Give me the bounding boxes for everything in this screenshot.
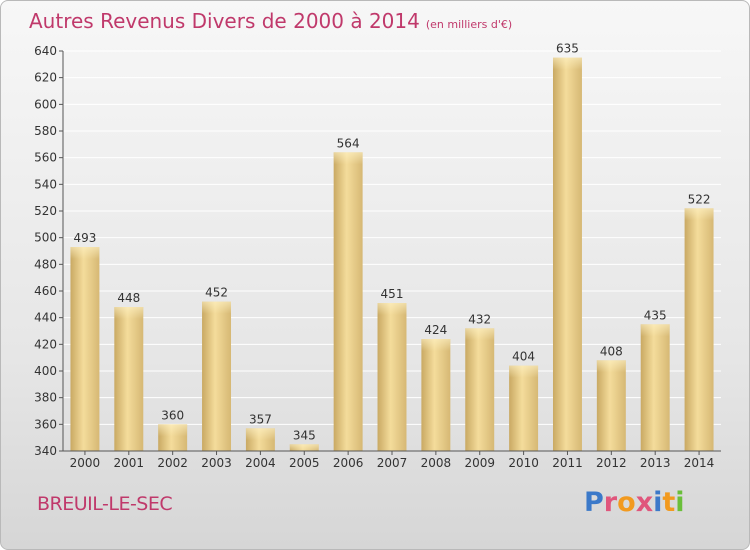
data-label: 448 bbox=[117, 291, 140, 305]
logo-letter: o bbox=[617, 487, 636, 518]
chart-title: Autres Revenus Divers de 2000 à 2014 (en … bbox=[29, 9, 512, 33]
logo-letter: x bbox=[635, 487, 654, 518]
bar-highlight bbox=[640, 324, 670, 337]
y-tick-label: 620 bbox=[34, 71, 57, 85]
data-label: 360 bbox=[161, 408, 184, 422]
x-tick-label: 2005 bbox=[289, 456, 320, 470]
bars bbox=[70, 57, 714, 452]
logo-letter: r bbox=[603, 487, 618, 518]
x-tick-label: 2000 bbox=[70, 456, 101, 470]
y-tick-label: 540 bbox=[34, 177, 57, 191]
bar bbox=[684, 208, 714, 451]
y-tick-label: 580 bbox=[34, 124, 57, 138]
bar-highlight bbox=[377, 303, 407, 315]
logo-letter: i bbox=[675, 487, 685, 518]
bar-highlight bbox=[552, 57, 582, 70]
chart-title-main: Autres Revenus Divers de 2000 à 2014 bbox=[29, 9, 420, 33]
logo-letter: P bbox=[584, 487, 604, 518]
bar-highlight bbox=[158, 424, 188, 437]
data-label: 522 bbox=[688, 192, 711, 206]
bar-highlight bbox=[509, 365, 539, 378]
data-label: 564 bbox=[337, 136, 360, 150]
x-tick-label: 2014 bbox=[684, 456, 715, 470]
x-tick-label: 2004 bbox=[245, 456, 276, 470]
x-tick-label: 2013 bbox=[640, 456, 671, 470]
data-label: 493 bbox=[73, 231, 96, 245]
data-label: 357 bbox=[249, 412, 272, 426]
bar-highlight bbox=[289, 444, 319, 451]
x-tick-label: 2007 bbox=[377, 456, 408, 470]
data-label: 404 bbox=[512, 350, 535, 364]
y-tick-label: 520 bbox=[34, 204, 57, 218]
x-tick-label: 2012 bbox=[596, 456, 627, 470]
y-tick-label: 380 bbox=[34, 391, 57, 405]
y-tick-label: 500 bbox=[34, 231, 57, 245]
data-label: 432 bbox=[468, 312, 491, 326]
bar-highlight bbox=[202, 301, 232, 314]
y-tick-label: 400 bbox=[34, 364, 57, 378]
y-tick-label: 640 bbox=[34, 44, 57, 58]
logo-letter: t bbox=[662, 487, 676, 518]
x-tick-label: 2009 bbox=[464, 456, 495, 470]
x-tick-label: 2011 bbox=[552, 456, 583, 470]
y-tick-label: 480 bbox=[34, 257, 57, 271]
bar bbox=[421, 339, 451, 451]
proxiti-logo[interactable]: Proxiti bbox=[584, 487, 685, 518]
x-tick-label: 2001 bbox=[114, 456, 145, 470]
place-name: BREUIL-LE-SEC bbox=[37, 493, 173, 515]
bar-highlight bbox=[333, 152, 363, 165]
x-tick-label: 2010 bbox=[508, 456, 539, 470]
bar bbox=[333, 152, 363, 452]
data-label: 424 bbox=[424, 323, 447, 337]
y-tick-label: 340 bbox=[34, 444, 57, 458]
y-tick-label: 460 bbox=[34, 284, 57, 298]
x-tick-label: 2006 bbox=[333, 456, 364, 470]
data-labels: 493 448 360 452 357 345 564 451 424 432 404 635 408 4… bbox=[73, 42, 710, 443]
bar-highlight bbox=[114, 307, 144, 319]
x-tick-label: 2008 bbox=[421, 456, 452, 470]
bar bbox=[640, 324, 670, 451]
bar bbox=[465, 328, 495, 451]
data-label: 451 bbox=[381, 287, 404, 301]
bar bbox=[596, 360, 626, 451]
data-label: 635 bbox=[556, 42, 579, 56]
bar-highlight bbox=[684, 208, 714, 221]
y-tick-label: 600 bbox=[34, 97, 57, 111]
bar-highlight bbox=[465, 328, 495, 341]
data-label: 435 bbox=[644, 308, 667, 322]
bar-highlight bbox=[596, 360, 626, 373]
bar bbox=[202, 301, 232, 451]
bar bbox=[509, 365, 539, 451]
axes: 340 360 380 400 420 440 460 480 500 520 540 560 580 6… bbox=[34, 44, 721, 470]
data-label: 345 bbox=[293, 428, 316, 442]
y-tick-label: 440 bbox=[34, 311, 57, 325]
bar-highlight bbox=[421, 339, 451, 351]
bar bbox=[552, 57, 582, 452]
y-tick-label: 360 bbox=[34, 417, 57, 431]
y-tick-label: 420 bbox=[34, 337, 57, 351]
bar-highlight bbox=[245, 428, 275, 441]
bar bbox=[377, 303, 407, 451]
bar bbox=[114, 307, 144, 451]
data-label: 452 bbox=[205, 286, 228, 300]
data-label: 408 bbox=[600, 344, 623, 358]
chart-title-unit: (en milliers d'€) bbox=[425, 18, 513, 31]
y-tick-label: 560 bbox=[34, 151, 57, 165]
bar-highlight bbox=[70, 247, 100, 259]
x-tick-label: 2003 bbox=[201, 456, 232, 470]
logo-letter: i bbox=[653, 487, 663, 518]
x-tick-label: 2002 bbox=[157, 456, 188, 470]
bar bbox=[70, 247, 100, 451]
